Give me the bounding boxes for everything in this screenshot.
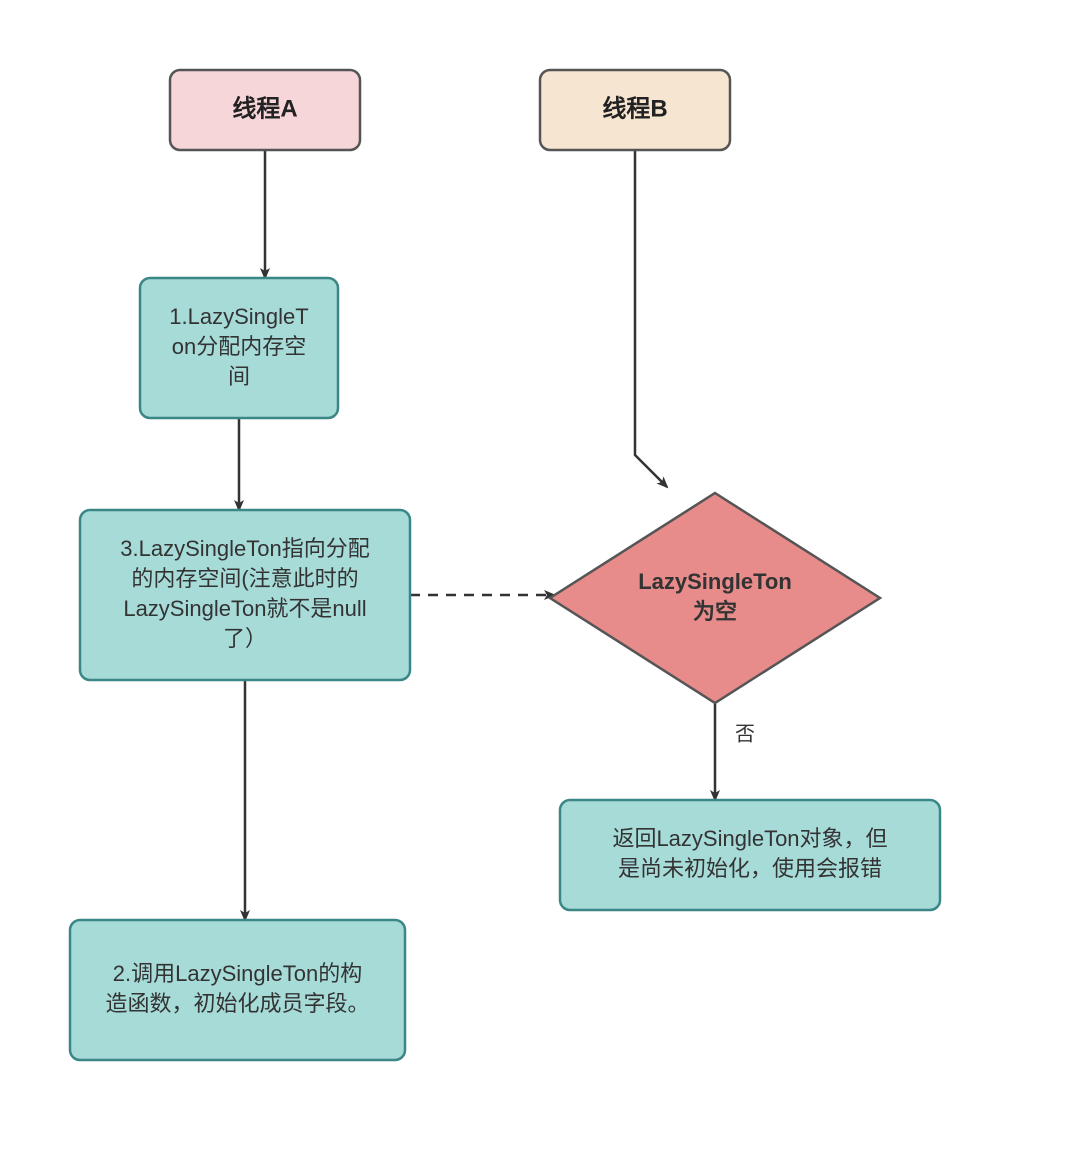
node-decision-line0: LazySingleTon bbox=[638, 569, 792, 594]
node-threadA-line0: 线程A bbox=[232, 95, 297, 122]
node-step3-line3: 了） bbox=[223, 626, 267, 651]
node-step1-line1: on分配内存空 bbox=[172, 334, 306, 359]
node-step2: 2.调用LazySingleTon的构造函数，初始化成员字段。 bbox=[70, 920, 405, 1060]
node-step1: 1.LazySingleT on分配内存空间 bbox=[140, 278, 338, 418]
node-result-line0: 返回LazySingleTon对象，但 bbox=[612, 826, 887, 851]
node-threadB: 线程B bbox=[540, 70, 730, 150]
node-result: 返回LazySingleTon对象，但是尚未初始化，使用会报错 bbox=[560, 800, 940, 910]
node-step1-line0: 1.LazySingleT bbox=[169, 304, 308, 329]
node-step1-line2: 间 bbox=[228, 364, 250, 389]
edge-label-5: 否 bbox=[735, 723, 755, 745]
node-step3-line0: 3.LazySingleTon指向分配 bbox=[120, 536, 369, 561]
node-step3-line1: 的内存空间(注意此时的 bbox=[131, 566, 358, 591]
node-result-line1: 是尚未初始化，使用会报错 bbox=[618, 856, 882, 881]
flowchart: 否 线程A 线程B 1.LazySingleT on分配内存空间 3.LazySingle… bbox=[0, 0, 1080, 1169]
node-decision-line1: 为空 bbox=[693, 599, 737, 624]
node-threadA: 线程A bbox=[170, 70, 360, 150]
node-step3-line2: LazySingleTon就不是null bbox=[123, 596, 366, 621]
node-step2-line1: 造函数，初始化成员字段。 bbox=[105, 991, 369, 1016]
node-step2-line0: 2.调用LazySingleTon的构 bbox=[113, 961, 362, 986]
node-threadB-line0: 线程B bbox=[602, 95, 667, 122]
node-step3: 3.LazySingleTon指向分配的内存空间(注意此时的 LazySingle… bbox=[80, 510, 410, 680]
